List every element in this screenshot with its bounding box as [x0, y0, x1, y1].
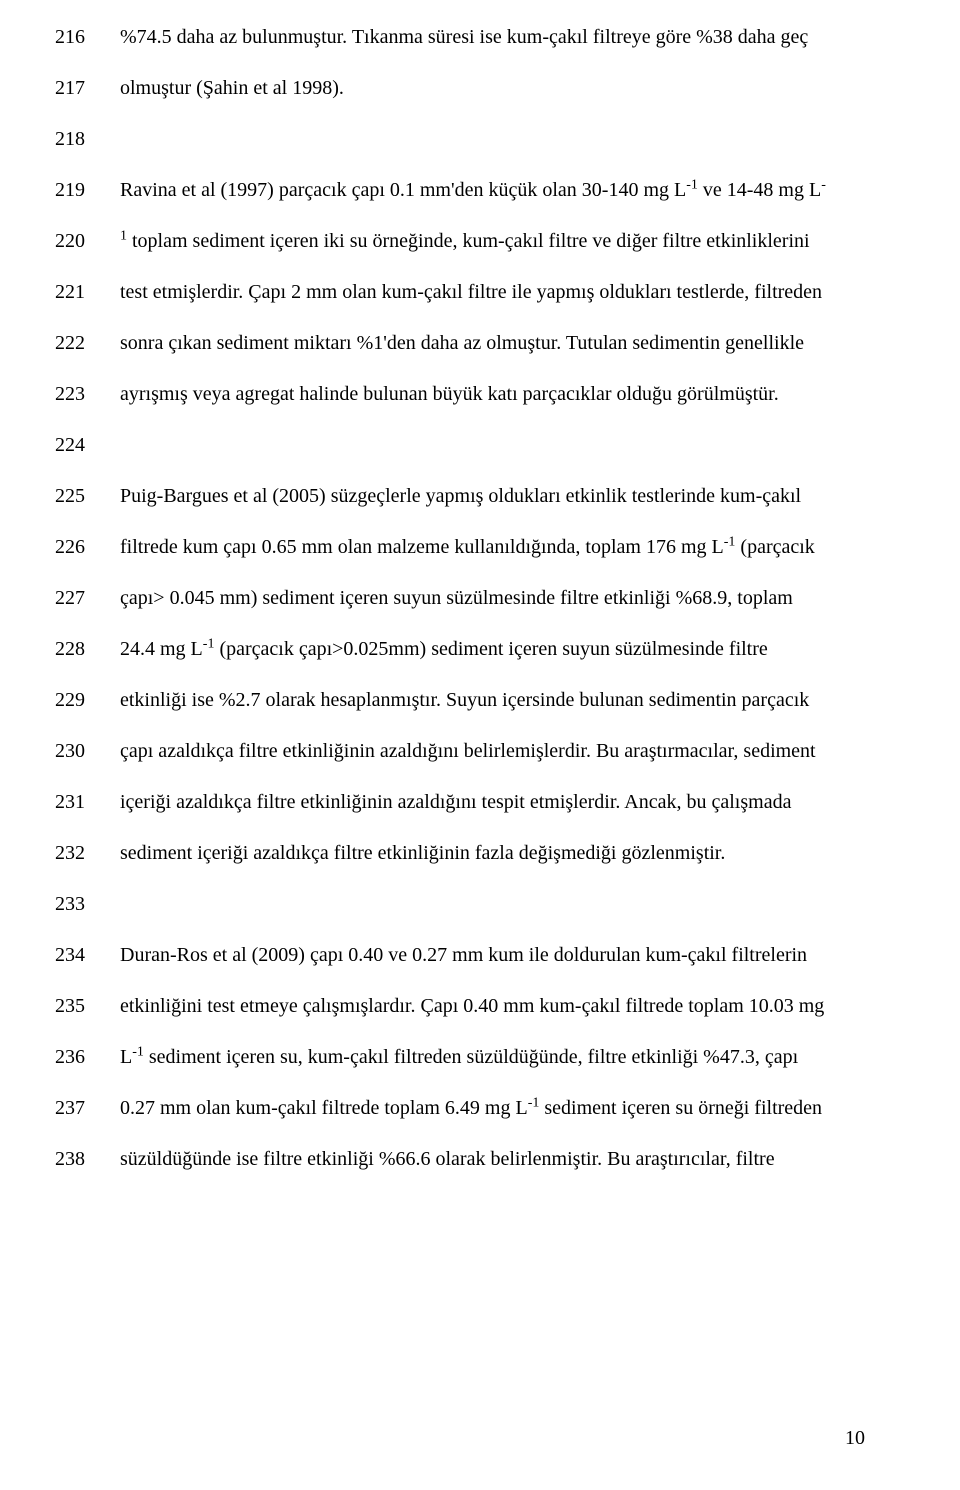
text-line: 238süzüldüğünde ise filtre etkinliği %66… [55, 1134, 865, 1185]
line-number: 224 [55, 420, 120, 471]
line-number: 225 [55, 471, 120, 522]
line-number: 216 [55, 12, 120, 63]
page-number: 10 [845, 1427, 865, 1450]
document-page: 216%74.5 daha az bulunmuştur. Tıkanma sü… [0, 0, 960, 1490]
line-number: 234 [55, 930, 120, 981]
line-text: çapı azaldıkça filtre etkinliğinin azald… [120, 726, 865, 777]
line-text: filtrede kum çapı 0.65 mm olan malzeme k… [120, 522, 865, 573]
text-line: 2370.27 mm olan kum-çakıl filtrede topla… [55, 1083, 865, 1134]
line-number: 226 [55, 522, 120, 573]
text-line: 217olmuştur (Şahin et al 1998). [55, 63, 865, 114]
line-number: 218 [55, 114, 120, 165]
line-text: süzüldüğünde ise filtre etkinliği %66.6 … [120, 1134, 865, 1185]
line-number: 233 [55, 879, 120, 930]
line-number: 238 [55, 1134, 120, 1185]
line-text: test etmişlerdir. Çapı 2 mm olan kum-çak… [120, 267, 865, 318]
line-number: 217 [55, 63, 120, 114]
line-text: içeriği azaldıkça filtre etkinliğinin az… [120, 777, 865, 828]
line-text: ayrışmış veya agregat halinde bulunan bü… [120, 369, 865, 420]
line-text: çapı> 0.045 mm) sediment içeren suyun sü… [120, 573, 865, 624]
text-line: 223ayrışmış veya agregat halinde bulunan… [55, 369, 865, 420]
line-number: 230 [55, 726, 120, 777]
text-line: 222sonra çıkan sediment miktarı %1'den d… [55, 318, 865, 369]
text-line: 22824.4 mg L-1 (parçacık çapı>0.025mm) s… [55, 624, 865, 675]
line-number: 237 [55, 1083, 120, 1134]
line-text: 1 toplam sediment içeren iki su örneğind… [120, 216, 865, 267]
line-number: 231 [55, 777, 120, 828]
line-number: 219 [55, 165, 120, 216]
line-text: 0.27 mm olan kum-çakıl filtrede toplam 6… [120, 1083, 865, 1134]
text-line: 232sediment içeriği azaldıkça filtre etk… [55, 828, 865, 879]
line-number: 223 [55, 369, 120, 420]
text-line: 230çapı azaldıkça filtre etkinliğinin az… [55, 726, 865, 777]
line-text: olmuştur (Şahin et al 1998). [120, 63, 865, 114]
line-number: 221 [55, 267, 120, 318]
text-line: 231içeriği azaldıkça filtre etkinliğinin… [55, 777, 865, 828]
line-text [120, 114, 865, 165]
text-line: 234Duran-Ros et al (2009) çapı 0.40 ve 0… [55, 930, 865, 981]
line-number: 235 [55, 981, 120, 1032]
line-number: 228 [55, 624, 120, 675]
text-line: 226filtrede kum çapı 0.65 mm olan malzem… [55, 522, 865, 573]
text-line: 236L-1 sediment içeren su, kum-çakıl fil… [55, 1032, 865, 1083]
text-body: 216%74.5 daha az bulunmuştur. Tıkanma sü… [55, 12, 865, 1185]
line-text: Ravina et al (1997) parçacık çapı 0.1 mm… [120, 165, 865, 216]
text-line: 216%74.5 daha az bulunmuştur. Tıkanma sü… [55, 12, 865, 63]
line-text: %74.5 daha az bulunmuştur. Tıkanma süres… [120, 12, 865, 63]
line-number: 222 [55, 318, 120, 369]
text-line: 235etkinliğini test etmeye çalışmışlardı… [55, 981, 865, 1032]
line-text: sediment içeriği azaldıkça filtre etkinl… [120, 828, 865, 879]
line-text: L-1 sediment içeren su, kum-çakıl filtre… [120, 1032, 865, 1083]
line-number: 236 [55, 1032, 120, 1083]
text-line: 227çapı> 0.045 mm) sediment içeren suyun… [55, 573, 865, 624]
line-number: 227 [55, 573, 120, 624]
line-text [120, 879, 865, 930]
line-text: sonra çıkan sediment miktarı %1'den daha… [120, 318, 865, 369]
text-line: 229etkinliği ise %2.7 olarak hesaplanmış… [55, 675, 865, 726]
line-text: etkinliği ise %2.7 olarak hesaplanmıştır… [120, 675, 865, 726]
text-line: 2201 toplam sediment içeren iki su örneğ… [55, 216, 865, 267]
text-line: 219Ravina et al (1997) parçacık çapı 0.1… [55, 165, 865, 216]
line-number: 229 [55, 675, 120, 726]
line-text: Puig-Bargues et al (2005) süzgeçlerle ya… [120, 471, 865, 522]
text-line: 221test etmişlerdir. Çapı 2 mm olan kum-… [55, 267, 865, 318]
text-line: 218 [55, 114, 865, 165]
text-line: 224 [55, 420, 865, 471]
line-text [120, 420, 865, 471]
line-number: 232 [55, 828, 120, 879]
line-text: 24.4 mg L-1 (parçacık çapı>0.025mm) sedi… [120, 624, 865, 675]
line-text: etkinliğini test etmeye çalışmışlardır. … [120, 981, 865, 1032]
text-line: 233 [55, 879, 865, 930]
text-line: 225Puig-Bargues et al (2005) süzgeçlerle… [55, 471, 865, 522]
line-text: Duran-Ros et al (2009) çapı 0.40 ve 0.27… [120, 930, 865, 981]
line-number: 220 [55, 216, 120, 267]
